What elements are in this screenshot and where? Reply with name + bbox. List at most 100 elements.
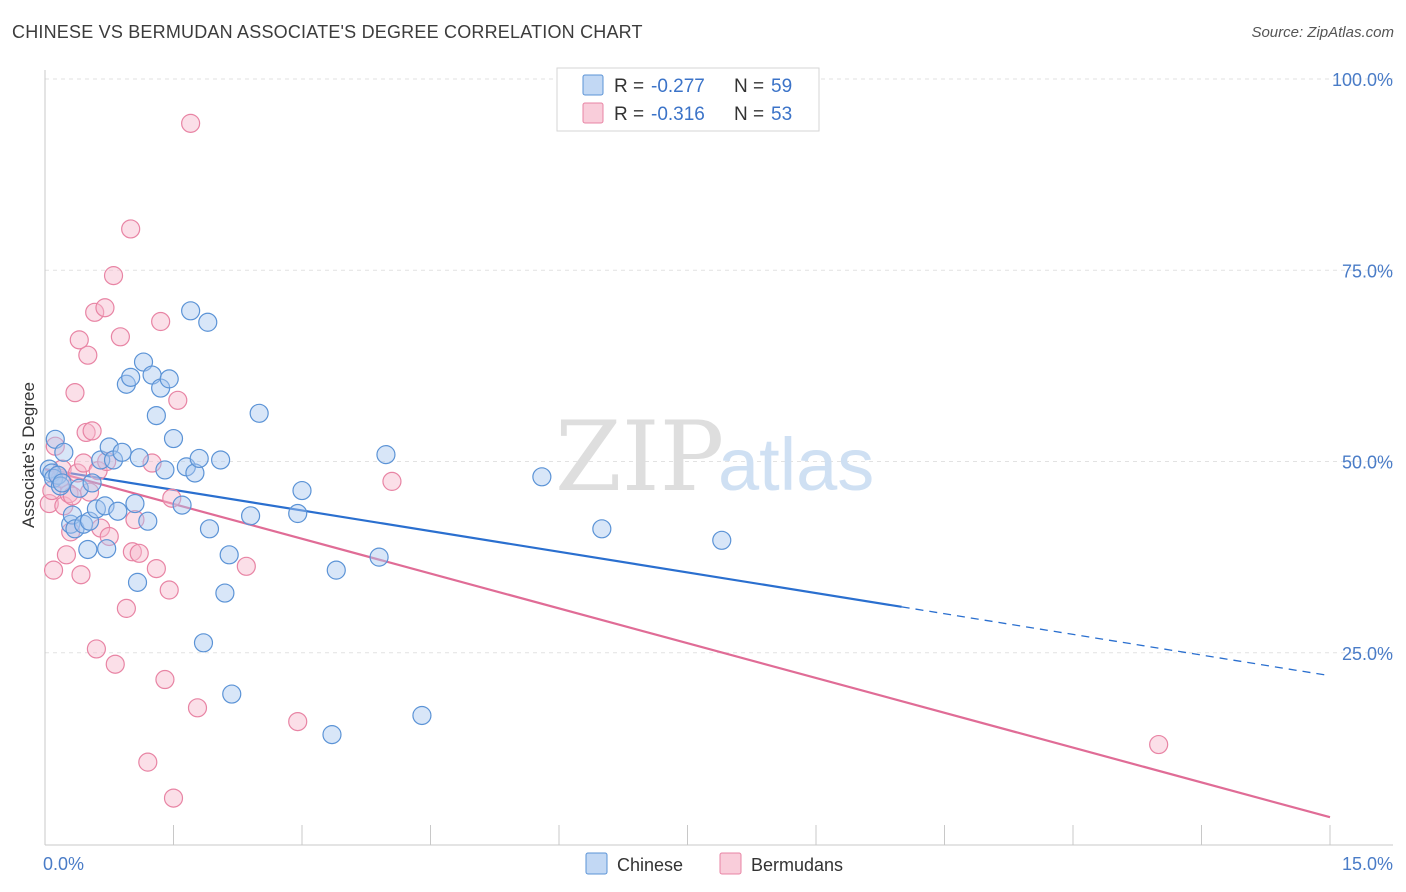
legend-n-value-chinese: 59 — [771, 76, 792, 97]
point-bermudan — [1149, 734, 1169, 755]
point-chinese — [532, 467, 552, 487]
legend-r-value-chinese: -0.277 — [651, 76, 705, 97]
point-bermudan — [69, 330, 89, 350]
point-chinese — [127, 572, 148, 592]
point-chinese — [189, 448, 209, 469]
point-chinese — [249, 403, 269, 423]
point-bermudan — [95, 298, 115, 318]
point-chinese — [215, 583, 235, 603]
point-bermudan — [236, 556, 256, 576]
point-chinese — [108, 501, 128, 521]
bottom-legend-swatch-chinese — [585, 852, 608, 875]
point-chinese — [211, 450, 231, 470]
point-bermudan — [82, 421, 102, 441]
legend-r-value-bermudan: -0.316 — [651, 104, 705, 125]
point-chinese — [288, 503, 308, 524]
bottom-legend-swatch-bermudan — [719, 852, 742, 875]
y-tick-label: 75.0% — [1342, 261, 1393, 281]
point-chinese — [222, 684, 242, 704]
legend-n-label-chinese: N = — [734, 76, 764, 97]
x-tick-label: 15.0% — [1342, 854, 1393, 874]
point-chinese — [95, 496, 115, 516]
point-chinese — [112, 442, 132, 462]
point-bermudan — [168, 390, 188, 410]
point-chinese — [241, 506, 261, 526]
point-bermudan — [99, 526, 119, 547]
point-bermudan — [71, 565, 91, 585]
point-chinese — [79, 511, 100, 531]
bottom-legend-label-bermudan: Bermudans — [751, 855, 843, 875]
point-chinese — [322, 725, 342, 745]
point-chinese — [712, 530, 732, 550]
point-bermudan — [56, 545, 77, 565]
bottom-legend-label-chinese: Chinese — [617, 855, 683, 875]
watermark-atlas: atlas — [718, 423, 874, 506]
y-tick-label: 50.0% — [1342, 453, 1393, 473]
point-chinese — [369, 547, 389, 567]
point-bermudan — [78, 345, 98, 365]
point-chinese — [193, 633, 214, 653]
point-bermudan — [103, 266, 124, 286]
point-chinese — [199, 519, 220, 539]
point-bermudan — [65, 383, 85, 403]
point-chinese — [376, 445, 396, 465]
point-chinese — [146, 406, 166, 426]
point-chinese — [78, 539, 98, 560]
point-chinese — [198, 312, 218, 332]
point-bermudan — [43, 560, 64, 580]
watermark: ZIP atlas — [555, 401, 874, 513]
point-chinese — [138, 511, 158, 531]
point-chinese — [125, 493, 145, 514]
bottom-legend: Chinese Bermudans — [585, 852, 843, 875]
point-bermudan — [382, 471, 402, 491]
point-bermudan — [138, 752, 158, 772]
point-chinese — [50, 476, 71, 496]
point-bermudan — [110, 327, 130, 347]
point-chinese — [185, 463, 205, 483]
point-chinese — [155, 460, 175, 480]
point-bermudan — [151, 311, 171, 332]
point-bermudan — [181, 113, 201, 133]
point-bermudan — [116, 598, 136, 618]
point-bermudan — [67, 463, 88, 483]
point-chinese — [326, 560, 346, 580]
point-chinese — [69, 478, 89, 498]
point-chinese — [181, 301, 201, 321]
point-bermudan — [155, 669, 175, 690]
point-bermudan — [129, 543, 149, 563]
point-bermudan — [85, 302, 105, 322]
point-chinese — [121, 367, 141, 387]
x-tick-label: 0.0% — [43, 854, 84, 874]
legend-r-label-bermudan: R = — [614, 104, 644, 125]
axes — [44, 70, 1393, 846]
legend-n-value-bermudan: 53 — [771, 104, 792, 125]
top-legend: R = -0.277 N = 59 R = -0.316 N = 53 — [556, 67, 820, 132]
point-chinese — [97, 539, 117, 559]
trend-line-chinese-extension — [901, 606, 1331, 677]
point-bermudan — [159, 580, 179, 600]
y-tick-label: 100.0% — [1332, 70, 1393, 90]
point-chinese — [129, 448, 149, 468]
legend-r-label-chinese: R = — [614, 76, 644, 97]
point-chinese — [412, 705, 432, 726]
tick-labels: 25.0% 50.0% 75.0% 100.0% 0.0% 15.0% — [43, 70, 1393, 874]
data-points — [39, 113, 1169, 808]
point-bermudan — [122, 542, 142, 562]
legend-swatch-bermudan — [582, 102, 604, 124]
point-bermudan — [288, 711, 308, 732]
point-bermudan — [146, 558, 166, 579]
point-chinese — [159, 369, 179, 389]
point-bermudan — [105, 654, 125, 674]
point-chinese — [592, 519, 612, 539]
point-chinese — [172, 495, 192, 515]
legend-swatch-chinese — [582, 74, 604, 96]
y-axis-label: Associate's Degree — [19, 382, 38, 528]
point-chinese — [52, 473, 72, 493]
point-chinese — [219, 545, 239, 565]
point-bermudan — [163, 788, 184, 808]
chart-title: CHINESE VS BERMUDAN ASSOCIATE'S DEGREE C… — [12, 22, 643, 42]
point-chinese — [292, 480, 312, 501]
point-bermudan — [121, 219, 141, 239]
point-chinese — [163, 428, 184, 449]
